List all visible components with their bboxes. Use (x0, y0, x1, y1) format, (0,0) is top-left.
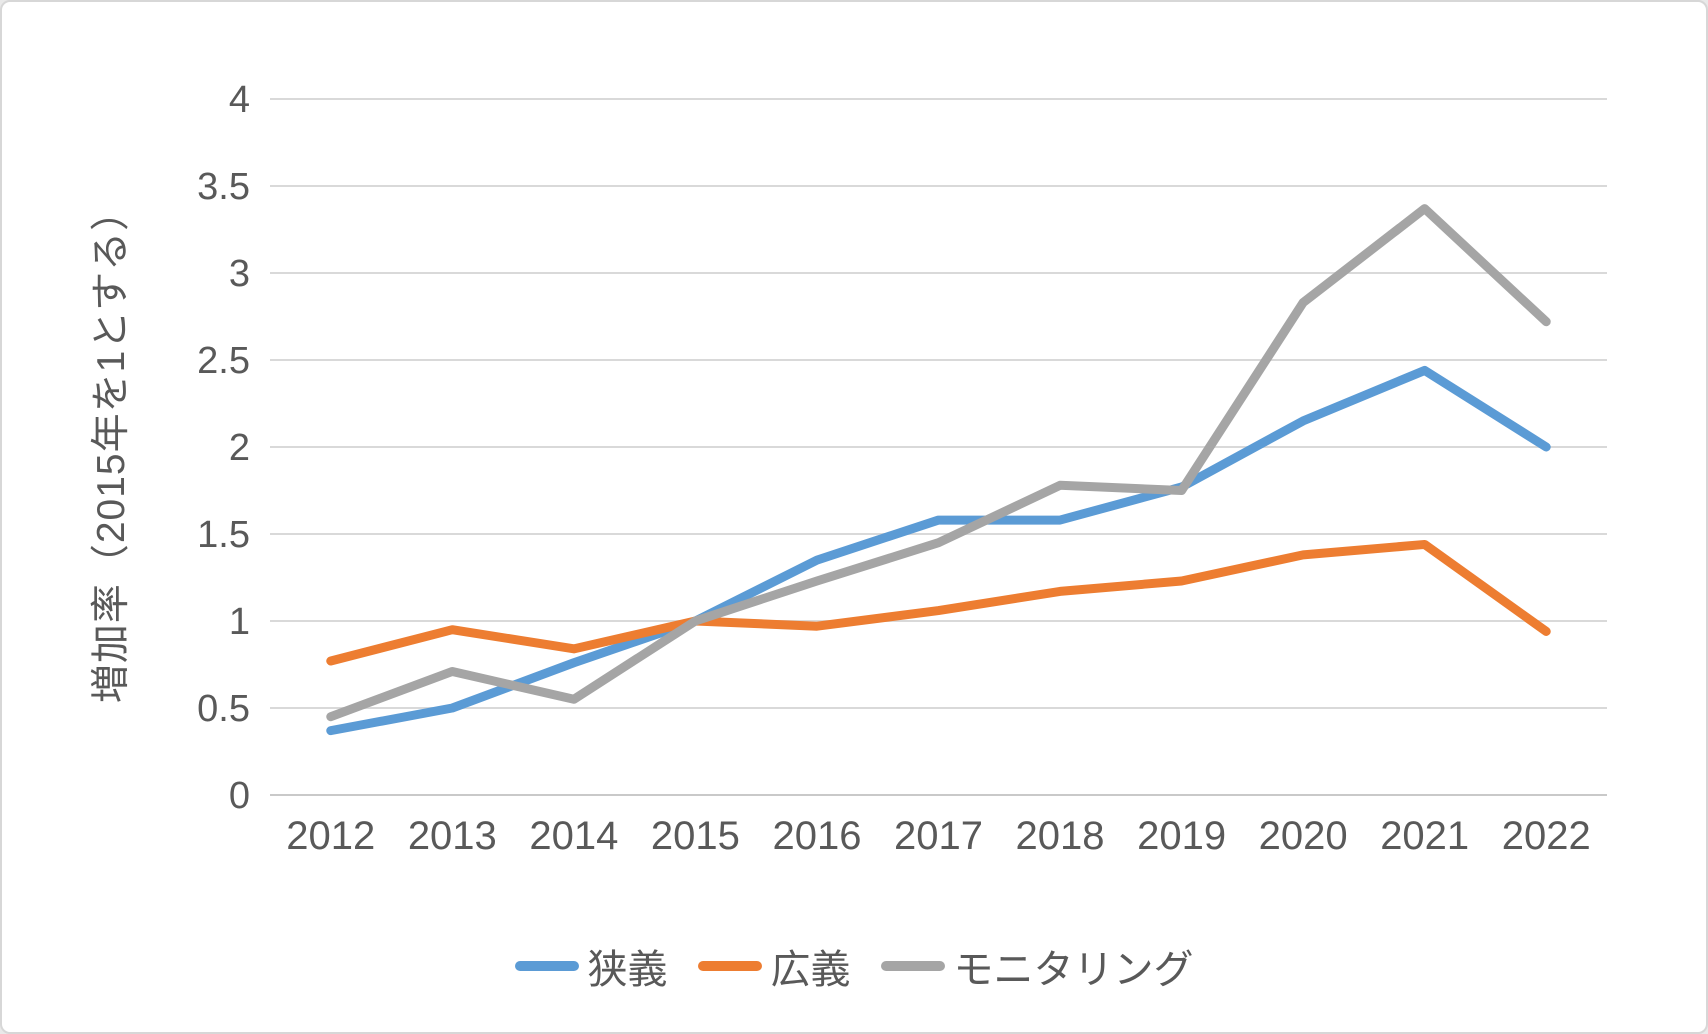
legend-label: 広義 (770, 948, 851, 992)
legend-label: モニタリング (953, 948, 1194, 992)
y-tick-label: 1.5 (197, 514, 250, 556)
legend-line-swatch (697, 961, 762, 971)
y-axis-tick-labels: 0 0.5 1 1.5 2 2.5 3 3.5 4 (197, 79, 250, 817)
x-axis-tick-labels: 2012 2013 2014 2015 2016 2017 2018 2019 2020 2021… (286, 814, 1590, 858)
x-tick-label: 2014 (529, 814, 618, 858)
y-tick-label: 4 (229, 79, 250, 121)
legend-item-1[interactable]: 広義 (697, 937, 851, 995)
x-tick-label: 2013 (408, 814, 497, 858)
y-tick-label: 3.5 (197, 166, 250, 208)
series-lines (326, 204, 1551, 736)
gridlines (270, 98, 1607, 796)
x-tick-label: 2017 (894, 814, 983, 858)
legend-item-2[interactable]: モニタリング (880, 937, 1194, 995)
x-tick-label: 2020 (1259, 814, 1348, 858)
x-tick-label: 2015 (651, 814, 740, 858)
x-tick-label: 2022 (1502, 814, 1591, 858)
y-tick-label: 2.5 (197, 340, 250, 382)
x-tick-label: 2012 (286, 814, 375, 858)
legend-line-swatch (880, 961, 945, 971)
x-tick-label: 2016 (772, 814, 861, 858)
legend-item-0[interactable]: 狭義 (514, 937, 668, 995)
y-tick-label: 0 (229, 775, 250, 817)
legend: 狭義 広義 モニタリング (2, 938, 1706, 994)
x-tick-label: 2021 (1380, 814, 1469, 858)
x-tick-label: 2019 (1137, 814, 1226, 858)
y-axis-title: 増加率（2015年を1とする） (90, 191, 133, 703)
legend-label: 狭義 (587, 948, 668, 992)
series-line-1 (326, 539, 1551, 666)
legend-line-swatch (514, 961, 579, 971)
y-tick-label: 2 (229, 427, 250, 469)
y-tick-label: 3 (229, 253, 250, 295)
y-tick-label: 1 (229, 601, 250, 643)
y-tick-label: 0.5 (197, 688, 250, 730)
x-tick-label: 2018 (1016, 814, 1105, 858)
series-line-2 (326, 204, 1551, 722)
series-line-0 (326, 365, 1551, 736)
